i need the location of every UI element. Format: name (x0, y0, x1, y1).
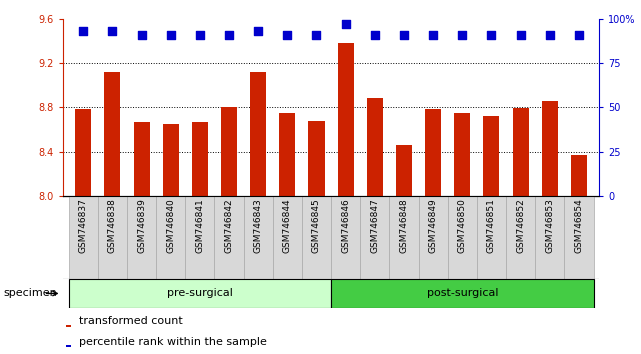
Text: GSM746838: GSM746838 (108, 198, 117, 253)
Point (253, 28, 263, 34)
Bar (302, 196, 331, 279)
Text: GSM746852: GSM746852 (516, 198, 525, 253)
Text: pre-surgical: pre-surgical (167, 289, 233, 298)
Bar (250, 72, 266, 196)
Bar (192, 122, 208, 196)
Text: GSM746840: GSM746840 (166, 198, 175, 253)
Bar (273, 196, 302, 279)
Bar (308, 121, 324, 196)
Bar (419, 196, 447, 279)
Text: GSM746845: GSM746845 (312, 198, 321, 253)
Bar (65, 325, 71, 327)
Point (165, 32, 176, 38)
Text: percentile rank within the sample: percentile rank within the sample (79, 337, 267, 347)
Point (137, 32, 147, 38)
Bar (98, 196, 127, 279)
Bar (454, 113, 470, 196)
Bar (69, 196, 98, 279)
Text: GSM746847: GSM746847 (370, 198, 379, 253)
Point (340, 21, 351, 27)
Bar (163, 124, 179, 196)
Point (487, 32, 497, 38)
Bar (69, 279, 331, 308)
Bar (571, 155, 587, 196)
Point (78, 28, 88, 34)
Bar (389, 196, 419, 279)
Point (282, 32, 292, 38)
Bar (506, 196, 535, 279)
Text: GSM746846: GSM746846 (341, 198, 350, 253)
Text: GSM746839: GSM746839 (137, 198, 146, 253)
Bar (447, 196, 477, 279)
Bar (367, 98, 383, 196)
Bar (513, 108, 529, 196)
Text: GSM746837: GSM746837 (79, 198, 88, 253)
Bar (477, 196, 506, 279)
Bar (221, 107, 237, 196)
Text: GSM746844: GSM746844 (283, 198, 292, 253)
Bar (215, 196, 244, 279)
Text: GSM746848: GSM746848 (399, 198, 408, 253)
Bar (185, 196, 215, 279)
Bar (360, 196, 389, 279)
Point (370, 32, 380, 38)
Text: GSM746849: GSM746849 (429, 198, 438, 253)
Text: GSM746850: GSM746850 (458, 198, 467, 253)
Bar (279, 113, 296, 196)
Bar (396, 145, 412, 196)
Bar (535, 196, 564, 279)
Bar (425, 109, 441, 196)
Bar (483, 116, 499, 196)
Bar (104, 72, 121, 196)
Bar (331, 196, 360, 279)
Bar (127, 196, 156, 279)
Bar (244, 196, 273, 279)
Bar (338, 43, 354, 196)
Point (224, 32, 234, 38)
Text: GSM746841: GSM746841 (196, 198, 204, 253)
Point (107, 28, 117, 34)
Text: GSM746842: GSM746842 (224, 198, 233, 253)
Bar (331, 279, 594, 308)
Point (312, 32, 322, 38)
Point (399, 32, 409, 38)
Text: GSM746851: GSM746851 (487, 198, 496, 253)
Point (515, 32, 526, 38)
Text: specimen: specimen (3, 289, 57, 298)
Bar (75, 109, 91, 196)
Point (428, 32, 438, 38)
Text: GSM746854: GSM746854 (574, 198, 583, 253)
Bar (65, 345, 71, 347)
Bar (542, 101, 558, 196)
Bar (564, 196, 594, 279)
Text: transformed count: transformed count (79, 316, 183, 326)
Bar (133, 122, 149, 196)
Text: post-surgical: post-surgical (426, 289, 498, 298)
Point (574, 32, 584, 38)
Point (457, 32, 467, 38)
Point (195, 32, 205, 38)
Text: GSM746843: GSM746843 (254, 198, 263, 253)
Bar (156, 196, 185, 279)
Text: GSM746853: GSM746853 (545, 198, 554, 253)
Point (545, 32, 555, 38)
